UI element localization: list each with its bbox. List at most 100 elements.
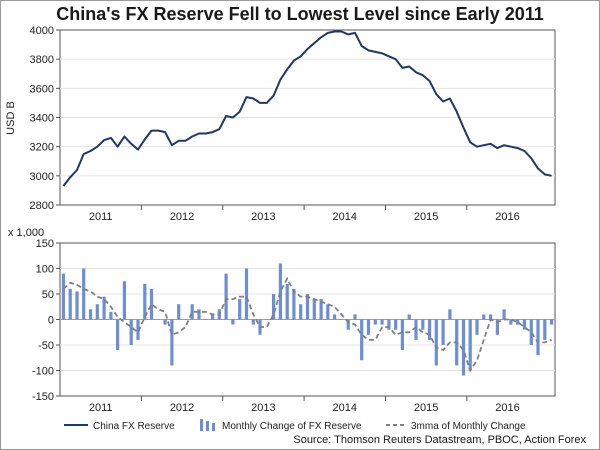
legend: China FX Reserve Monthly Change of FX Re… (64, 419, 526, 432)
x-tick-label: 2014 (333, 402, 357, 414)
bar-monthly-change (434, 319, 438, 366)
bottom-x-ticks: 2011 2012 2013 2014 2015 2016 (89, 396, 520, 414)
bar-monthly-change (68, 288, 72, 320)
bar-monthly-change (489, 314, 493, 320)
bar-monthly-change (373, 319, 377, 325)
bar-monthly-change (428, 319, 432, 340)
top-gridlines (60, 58, 555, 177)
x-tick-label: 2011 (89, 211, 113, 223)
bar-monthly-change (421, 319, 425, 330)
bar-monthly-change (231, 319, 235, 325)
bar-monthly-change (149, 288, 154, 320)
x-tick-label: 2016 (495, 402, 519, 414)
bar-monthly-change (366, 319, 371, 335)
bar-monthly-change (177, 304, 181, 320)
bar-monthly-change (319, 299, 323, 320)
bar-monthly-change (461, 319, 466, 376)
bar-monthly-change (272, 294, 276, 320)
bar-monthly-change (312, 299, 316, 320)
chart-title: China's FX Reserve Fell to Lowest Level … (56, 4, 544, 24)
bottom-series (60, 263, 555, 376)
legend-monthly-swatch (200, 419, 215, 431)
bar-monthly-change (299, 304, 303, 320)
bar-monthly-change (414, 319, 418, 340)
bar-monthly-change (468, 319, 472, 371)
top-x-ticks: 2011 2012 2013 2014 2015 2016 (89, 205, 520, 223)
y-tick-label: 2800 (30, 200, 54, 212)
bar-monthly-change (360, 319, 364, 361)
bar-monthly-change (197, 309, 201, 320)
bar-monthly-change (109, 311, 113, 320)
bar-monthly-change (75, 291, 79, 320)
y-tick-label: 3800 (30, 54, 54, 66)
bar-monthly-change (61, 273, 65, 320)
bar-monthly-change (305, 294, 310, 320)
bar-monthly-change (407, 314, 411, 320)
bar-monthly-change (346, 319, 350, 330)
y-tick-label: -100 (32, 366, 54, 378)
y-tick-label: 3400 (30, 113, 54, 125)
bar-monthly-change (550, 319, 554, 325)
bar-monthly-change (333, 314, 337, 320)
x-tick-label: 2011 (89, 402, 113, 414)
x-tick-label: 2015 (414, 211, 438, 223)
y-tick-label: 0 (48, 315, 54, 327)
bar-monthly-change (394, 319, 398, 330)
bar-monthly-change (387, 319, 391, 330)
y-tick-label: 50 (42, 289, 54, 301)
x-tick-label: 2012 (170, 211, 194, 223)
bar-monthly-change (102, 296, 106, 320)
bar-monthly-change (400, 319, 404, 351)
top-y-axis-label: USD B (5, 101, 17, 135)
bar-monthly-change (129, 319, 133, 345)
bar-monthly-change (278, 263, 282, 320)
bar-monthly-change (482, 314, 486, 320)
bar-monthly-change (211, 314, 215, 320)
y-tick-label: -150 (32, 391, 54, 403)
bar-monthly-change (516, 319, 520, 325)
legend-mma-label: 3mma of Monthly Change (411, 421, 526, 432)
bar-monthly-change (238, 299, 242, 320)
bar-monthly-change (292, 288, 296, 320)
bar-monthly-change (143, 283, 147, 320)
bar-monthly-change (116, 319, 120, 351)
legend-reserve-label: China FX Reserve (93, 421, 175, 432)
legend-monthly-label: Monthly Change of FX Reserve (222, 421, 362, 432)
bottom-y-axis-label: x 1,000 (8, 227, 44, 239)
bar-monthly-change (529, 319, 533, 345)
bar-monthly-change (448, 309, 452, 320)
x-tick-label: 2012 (170, 402, 194, 414)
bar-monthly-change (380, 319, 384, 325)
bar-monthly-change (326, 304, 330, 320)
x-tick-label: 2014 (333, 211, 357, 223)
bar-monthly-change (495, 319, 499, 335)
bar-monthly-change (441, 319, 445, 345)
bar-monthly-change (285, 283, 289, 320)
y-tick-label: 3200 (30, 142, 54, 154)
bar-monthly-change (88, 309, 93, 320)
x-tick-label: 2013 (251, 211, 275, 223)
top-y-ticks: 2800 3000 3200 3400 3600 3800 4000 (30, 25, 60, 212)
bar-monthly-change (170, 319, 174, 366)
source-note: Source: Thomson Reuters Datastream, PBOC… (293, 434, 586, 446)
bar-monthly-change (82, 268, 86, 320)
bar-monthly-change (224, 273, 228, 320)
bar-monthly-change (190, 304, 194, 320)
bar-monthly-change (475, 319, 479, 335)
bar-monthly-change (543, 319, 547, 340)
top-series (62, 30, 552, 187)
bar-monthly-change (353, 314, 357, 320)
x-tick-label: 2016 (495, 211, 519, 223)
bar-monthly-change (522, 319, 527, 330)
y-tick-label: 4000 (30, 25, 54, 37)
y-tick-label: -50 (38, 340, 54, 352)
bar-monthly-change (95, 304, 99, 320)
y-tick-label: 150 (36, 238, 54, 250)
bar-monthly-change (509, 319, 513, 325)
bar-monthly-change (136, 319, 140, 340)
bar-monthly-change (244, 268, 249, 320)
bar-monthly-change (163, 319, 167, 325)
